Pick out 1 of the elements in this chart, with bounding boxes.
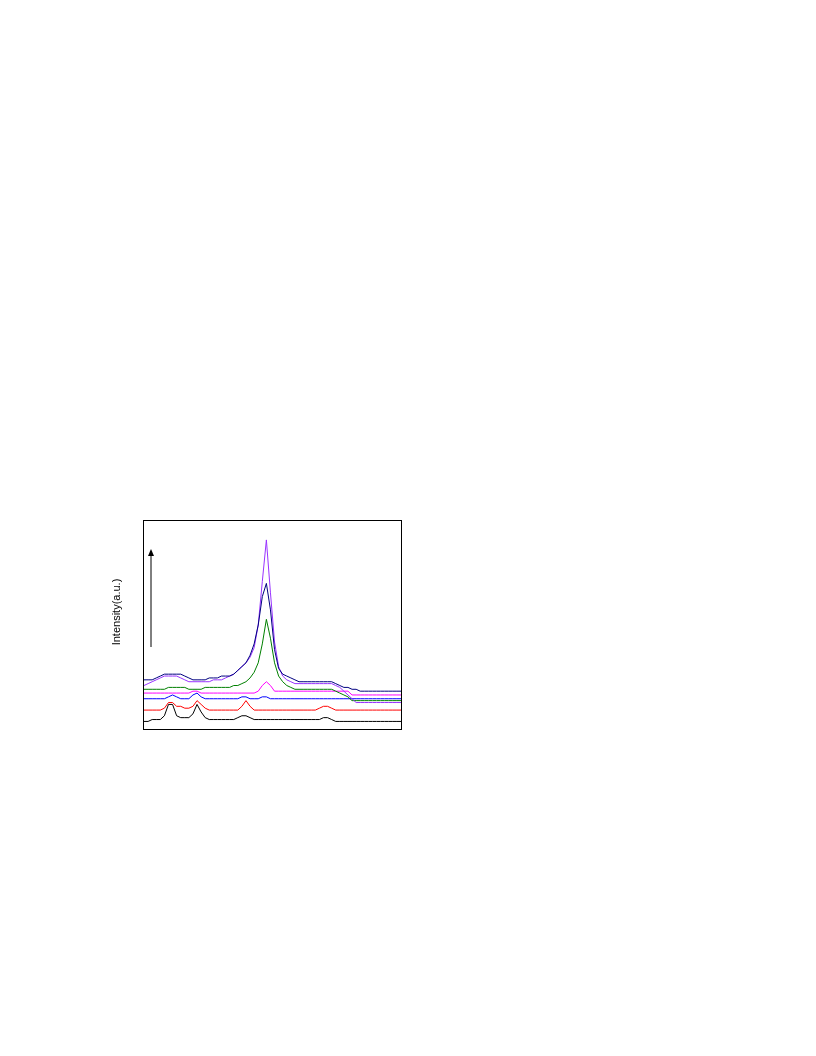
y-axis-title: Intensity(a.u.): [110, 578, 122, 646]
